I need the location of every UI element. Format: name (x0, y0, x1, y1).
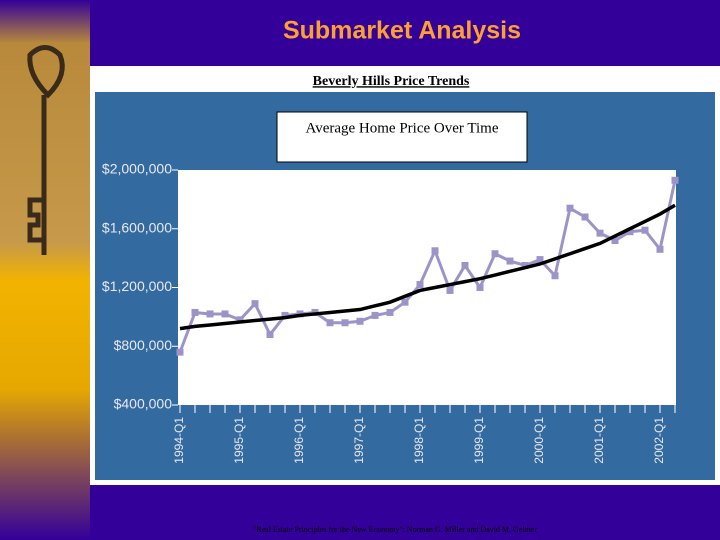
point-marker (356, 317, 364, 325)
point-marker (461, 261, 469, 269)
point-marker (281, 311, 289, 319)
point-marker (236, 316, 244, 324)
y-tick-label: $1,200,000 (102, 278, 172, 294)
point-marker (341, 319, 349, 327)
point-marker (266, 331, 274, 338)
series-line (179, 203, 676, 331)
point-marker (206, 310, 214, 318)
x-tick-label: 1999-Q1 (472, 417, 486, 464)
y-tick-label: $400,000 (114, 396, 173, 412)
x-tick-label: 1998-Q1 (412, 417, 426, 464)
x-tick-label: 1996-Q1 (292, 417, 306, 464)
y-tick-label: $2,000,000 (102, 161, 172, 177)
point-marker (641, 226, 649, 234)
y-tick-label: $1,600,000 (102, 219, 172, 235)
x-tick-label: 2002-Q1 (652, 417, 666, 464)
point-marker (401, 298, 409, 306)
point-marker (671, 176, 679, 184)
chart-title: Beverly Hills Price Trends (313, 74, 470, 89)
footer: "Real Estate Principles for the New Econ… (253, 525, 537, 534)
point-marker (371, 311, 379, 319)
point-marker (566, 204, 574, 212)
point-marker (521, 261, 529, 269)
point-marker (176, 348, 184, 356)
point-marker (326, 319, 334, 327)
chart-subtitle: Average Home Price Over Time (305, 120, 498, 136)
point-marker (251, 300, 259, 308)
point-marker (506, 257, 514, 265)
x-tick-label: 1997-Q1 (352, 417, 366, 464)
point-marker (386, 308, 394, 316)
point-marker (656, 245, 664, 253)
point-marker (551, 272, 559, 280)
point-marker (416, 281, 424, 289)
x-tick-label: 1995-Q1 (232, 417, 246, 464)
point-marker (596, 229, 604, 237)
point-marker (191, 308, 199, 316)
point-marker (626, 228, 634, 236)
key-icon (27, 45, 65, 255)
point-marker (491, 250, 499, 258)
point-marker (611, 237, 619, 244)
subtitle-box (276, 111, 528, 163)
point-marker (476, 284, 484, 291)
point-marker (221, 310, 229, 318)
point-marker (446, 286, 454, 294)
x-tick-label: 2000-Q1 (532, 417, 546, 464)
x-tick-label: 2001-Q1 (592, 417, 606, 464)
side-strip (0, 0, 90, 540)
point-marker (581, 213, 589, 221)
y-tick-label: $800,000 (114, 337, 173, 353)
point-marker (536, 256, 544, 264)
slide-title: Submarket Analysis (283, 17, 521, 45)
point-marker (431, 247, 439, 255)
x-tick-label: 1994-Q1 (172, 417, 186, 464)
